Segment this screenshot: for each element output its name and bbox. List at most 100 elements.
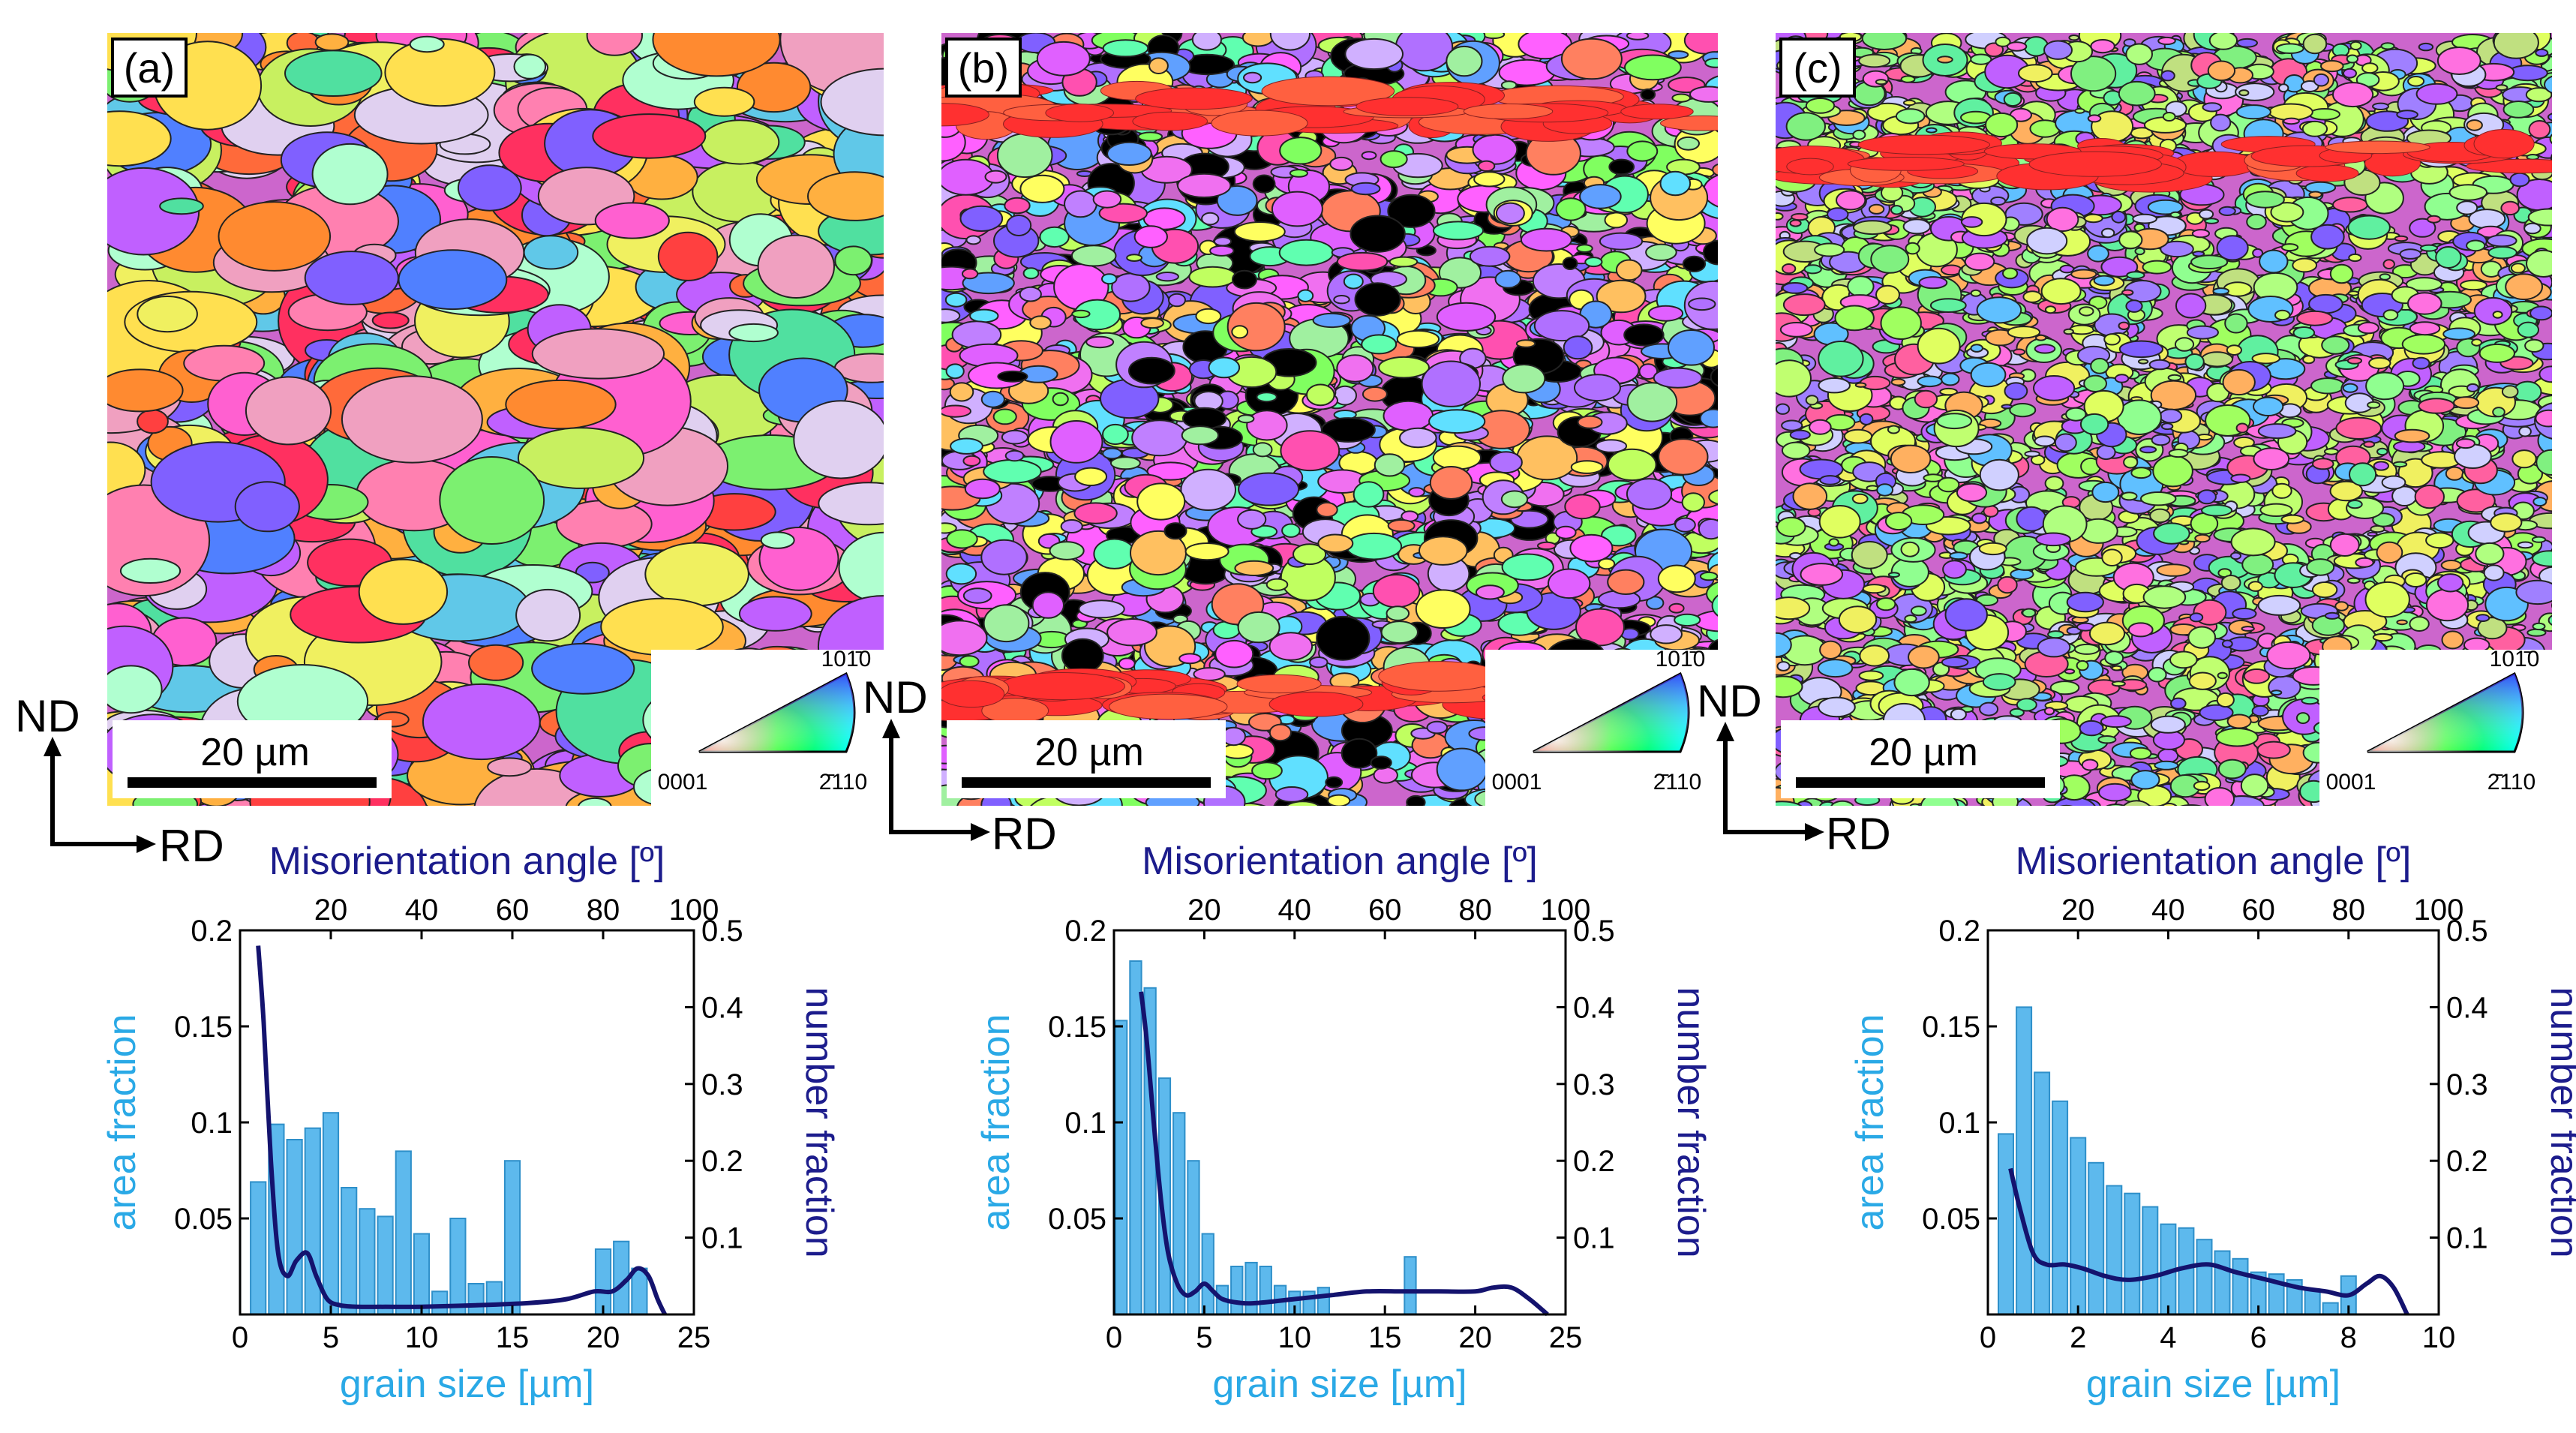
grain bbox=[1698, 803, 1718, 806]
grain bbox=[1574, 374, 1621, 402]
grain bbox=[1181, 425, 1220, 446]
grain bbox=[1560, 38, 1623, 80]
grain bbox=[833, 353, 884, 383]
grain bbox=[1045, 104, 1114, 122]
grain bbox=[1148, 57, 1169, 74]
grain bbox=[2563, 497, 2576, 505]
grain bbox=[1136, 482, 1186, 521]
grain bbox=[439, 456, 545, 545]
grain bbox=[996, 133, 1053, 179]
grain bbox=[1608, 158, 1635, 176]
grain bbox=[1653, 367, 1703, 389]
grain bbox=[119, 557, 182, 584]
grain bbox=[1070, 245, 1117, 267]
grain bbox=[107, 110, 172, 167]
grain bbox=[700, 119, 780, 165]
grain bbox=[1500, 490, 1529, 509]
grain bbox=[1640, 88, 1656, 101]
grain bbox=[1168, 293, 1186, 308]
grain bbox=[2154, 760, 2179, 771]
grain bbox=[1689, 86, 1718, 103]
grain bbox=[1098, 203, 1148, 224]
grain bbox=[959, 205, 1004, 232]
grain bbox=[1715, 360, 1718, 375]
grain bbox=[1671, 93, 1691, 103]
grain bbox=[1432, 221, 1485, 241]
grain bbox=[1279, 137, 1323, 165]
grain bbox=[341, 375, 483, 464]
grain bbox=[1536, 541, 1557, 551]
grain bbox=[2418, 42, 2434, 52]
grain bbox=[2528, 120, 2551, 140]
grain bbox=[1073, 502, 1118, 524]
grain bbox=[760, 531, 795, 549]
grain bbox=[1135, 87, 1253, 110]
grain bbox=[1036, 41, 1091, 77]
grain bbox=[1674, 613, 1701, 627]
grain bbox=[1019, 286, 1042, 302]
grain bbox=[1341, 738, 1378, 769]
grain bbox=[1945, 817, 1959, 823]
grain bbox=[1660, 115, 1718, 131]
grain bbox=[1515, 339, 1536, 348]
grain bbox=[1362, 386, 1388, 402]
grain bbox=[2172, 807, 2199, 819]
grain bbox=[1133, 225, 1169, 248]
grain bbox=[2073, 810, 2103, 825]
grain bbox=[1426, 720, 1449, 735]
grain bbox=[311, 143, 389, 206]
grain bbox=[398, 249, 508, 311]
grain bbox=[980, 390, 1005, 408]
grain bbox=[2548, 543, 2552, 556]
grain bbox=[962, 268, 979, 280]
grain bbox=[1941, 372, 1960, 386]
grain bbox=[757, 234, 836, 299]
grain bbox=[1495, 202, 1525, 224]
grain bbox=[1214, 639, 1254, 668]
grain bbox=[1683, 33, 1718, 55]
grain bbox=[371, 311, 410, 329]
grain bbox=[1607, 569, 1645, 595]
grain bbox=[807, 171, 884, 221]
grain bbox=[793, 400, 884, 479]
grain bbox=[2304, 181, 2337, 194]
grain bbox=[1386, 605, 1410, 621]
grain bbox=[1074, 467, 1108, 486]
grain bbox=[1657, 564, 1696, 593]
grain bbox=[1682, 255, 1707, 272]
grain bbox=[1579, 184, 1622, 209]
grain bbox=[1281, 523, 1301, 538]
grain bbox=[245, 376, 332, 446]
grain bbox=[1022, 267, 1040, 280]
grain bbox=[1268, 691, 1364, 717]
grain bbox=[1564, 494, 1601, 520]
grain bbox=[2100, 227, 2115, 239]
grain bbox=[2044, 804, 2062, 806]
grain bbox=[2010, 568, 2034, 581]
grain bbox=[1001, 429, 1029, 445]
grain bbox=[1237, 611, 1280, 644]
grain bbox=[1274, 786, 1309, 803]
grain bbox=[1118, 657, 1136, 670]
grain bbox=[980, 539, 1028, 575]
grain bbox=[1719, 253, 1746, 270]
grain bbox=[1463, 104, 1554, 119]
grain bbox=[2209, 814, 2226, 827]
grain bbox=[1361, 151, 1377, 161]
grain bbox=[1180, 468, 1236, 512]
grain bbox=[941, 620, 988, 656]
grain bbox=[1184, 542, 1229, 561]
grain bbox=[2380, 42, 2395, 50]
grain bbox=[1064, 190, 1097, 218]
grain bbox=[2531, 536, 2547, 543]
grain bbox=[1316, 615, 1371, 661]
grain bbox=[962, 455, 981, 467]
grain bbox=[2323, 448, 2339, 455]
grain bbox=[1699, 571, 1718, 581]
grain bbox=[1658, 438, 1709, 476]
grain bbox=[531, 328, 665, 380]
grain bbox=[2049, 680, 2080, 695]
grain bbox=[1698, 518, 1718, 540]
grain bbox=[1333, 295, 1350, 305]
grain bbox=[1137, 131, 1163, 142]
